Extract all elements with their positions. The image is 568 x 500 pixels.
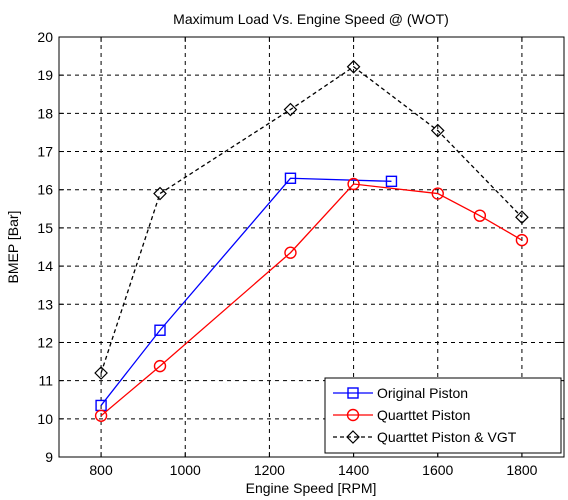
x-tick-label: 1200 (254, 462, 285, 478)
data-point (154, 324, 166, 336)
chart-title: Maximum Load Vs. Engine Speed @ (WOT) (173, 11, 449, 27)
data-point (515, 210, 529, 225)
data-point (94, 409, 108, 422)
legend: Original Piston Quarttet Piston Quarttet P… (324, 377, 562, 454)
y-tick-label: 19 (37, 67, 53, 83)
x-tick-label: 1400 (338, 462, 369, 478)
series-1 (94, 177, 529, 422)
data-point (430, 123, 445, 138)
y-axis-title: BMEP [Bar] (5, 211, 21, 284)
plot-frame (58, 36, 565, 458)
grid (59, 37, 564, 457)
data-point (283, 102, 298, 117)
data-point (153, 359, 167, 373)
data-point (515, 233, 529, 247)
y-tick-label: 11 (38, 373, 53, 389)
series-2 (94, 59, 529, 380)
data-point (431, 187, 444, 200)
data-point (347, 177, 360, 191)
legend-label: Quarttet Piston & VGT (377, 429, 517, 445)
legend-label: Quarttet Piston (377, 407, 470, 423)
y-tick-label: 14 (37, 258, 53, 274)
data-point (153, 186, 167, 201)
legend-marker (347, 387, 359, 399)
series (94, 59, 529, 422)
data-point (385, 175, 398, 188)
y-tick-label: 17 (37, 144, 53, 160)
x-axis-title: Engine Speed [RPM] (246, 480, 377, 496)
legend-marker (346, 408, 360, 422)
data-point (346, 59, 361, 74)
x-tick-label: 1800 (506, 462, 537, 478)
y-tick-label: 9 (45, 449, 53, 465)
legend-marker (346, 430, 360, 444)
data-point (473, 209, 487, 222)
series-line (100, 177, 392, 406)
y-tick-label: 12 (37, 334, 53, 350)
y-tick-label: 18 (37, 105, 53, 121)
y-tick-label: 16 (37, 182, 53, 198)
x-tick-label: 1600 (422, 462, 453, 478)
data-point (94, 366, 108, 380)
y-tick-label: 15 (37, 220, 53, 236)
legend-label: Original Piston (377, 385, 468, 401)
y-tick-label: 20 (37, 29, 53, 45)
data-point (284, 172, 297, 184)
axis-ticks: 800 1000 1200 1400 1600 1800 9 10 11 12 13 14 15 16 17… (37, 29, 564, 478)
x-tick-label: 1000 (170, 462, 201, 478)
y-tick-label: 13 (37, 296, 53, 312)
y-tick-label: 10 (37, 411, 53, 427)
x-tick-label: 800 (89, 462, 113, 478)
series-line (100, 65, 523, 374)
series-line (100, 183, 523, 417)
data-point (284, 246, 297, 259)
